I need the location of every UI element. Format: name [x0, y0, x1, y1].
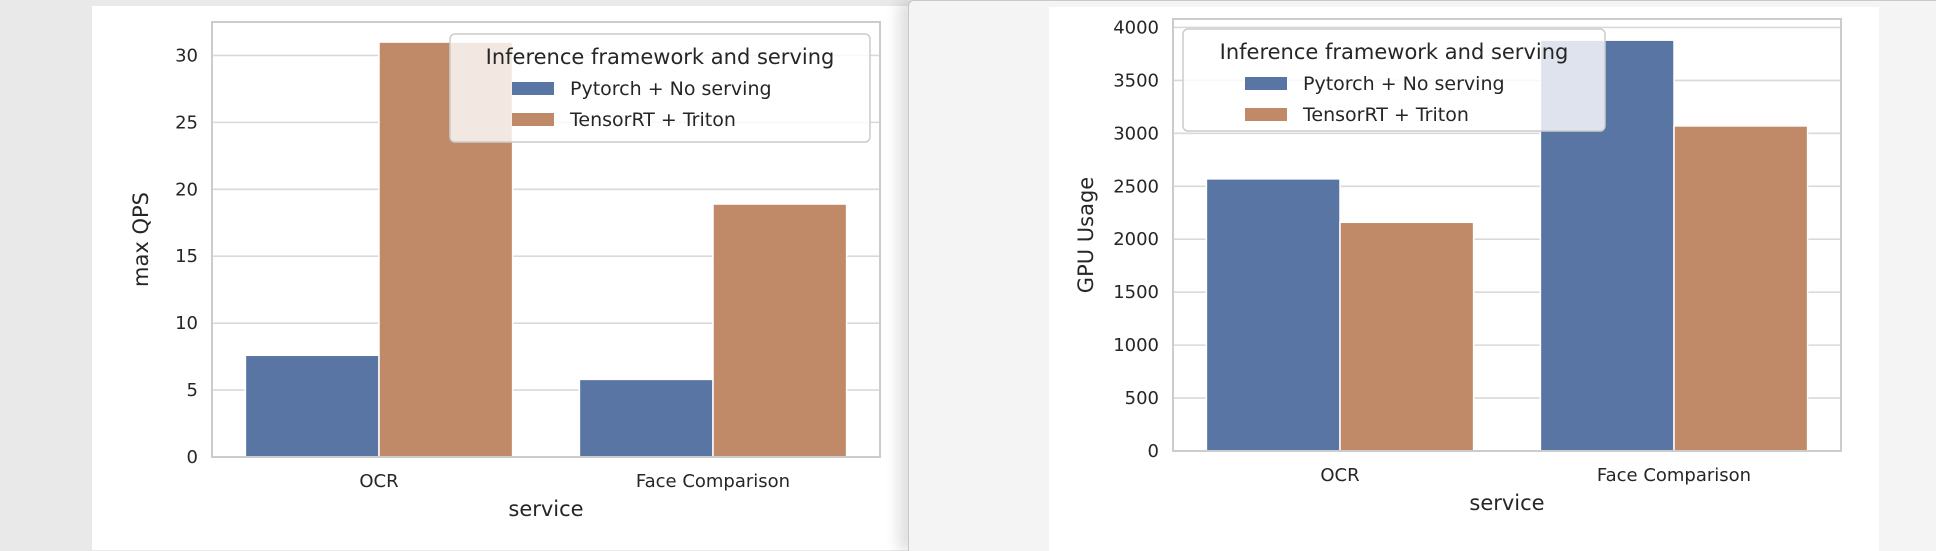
x-tick-label: OCR [1320, 465, 1359, 486]
legend-entry-label: TensorRT + Triton [569, 109, 736, 131]
y-tick-label: 20 [175, 179, 198, 200]
plot-frame [1172, 18, 1842, 452]
y-axis-label: max QPS [129, 192, 153, 287]
bar [244, 354, 380, 458]
y-tick-label: 1500 [1113, 282, 1159, 303]
legend-swatch [1245, 77, 1287, 90]
y-tick-label: 10 [175, 313, 198, 334]
legend-swatch [1245, 108, 1287, 121]
y-tick-label: 0 [187, 447, 198, 468]
legend-entry-label: Pytorch + No serving [570, 78, 772, 100]
bar [1673, 125, 1809, 452]
plot-frame [211, 21, 881, 458]
x-tick-label: Face Comparison [636, 471, 790, 492]
legend-title: Inference framework and serving [486, 45, 835, 69]
x-tick-label: Face Comparison [1597, 465, 1751, 486]
y-tick-label: 15 [175, 246, 198, 267]
y-tick-label: 2500 [1113, 176, 1159, 197]
y-tick-label: 500 [1125, 388, 1159, 409]
bar [578, 378, 714, 458]
legend-title: Inference framework and serving [1220, 40, 1569, 64]
legend-swatch [512, 113, 554, 126]
y-tick-label: 4000 [1113, 17, 1159, 38]
y-tick-label: 30 [175, 45, 198, 66]
legend-swatch [512, 82, 554, 95]
legend-box [1182, 28, 1606, 132]
legend-entry-label: TensorRT + Triton [1302, 104, 1469, 126]
legend-entry-label: Pytorch + No serving [1303, 73, 1505, 95]
x-axis-label: service [1469, 491, 1544, 515]
y-tick-label: 5 [187, 380, 198, 401]
x-tick-label: OCR [359, 471, 398, 492]
y-tick-label: 1000 [1113, 335, 1159, 356]
bar [1205, 178, 1341, 452]
bar [712, 203, 848, 458]
max-qps-chart: 0 5 10 15 20 25 30 OCR Face Comparison service max… [129, 21, 881, 521]
left-chart-panel: 0 5 10 15 20 25 30 OCR Face Comparison service max… [92, 6, 910, 550]
y-tick-label: 3500 [1113, 70, 1159, 91]
y-tick-label: 25 [175, 112, 198, 133]
x-axis-label: service [508, 497, 583, 521]
bar [1339, 221, 1475, 452]
right-window: 0 500 1000 1500 2000 2500 3000 3500 4000 OCR Face … [908, 0, 1936, 551]
legend-box [449, 33, 871, 143]
right-chart-panel: 0 500 1000 1500 2000 2500 3000 3500 4000 OCR Face … [1049, 7, 1879, 551]
y-tick-label: 0 [1148, 441, 1159, 462]
gpu-usage-chart: 0 500 1000 1500 2000 2500 3000 3500 4000 OCR Face … [1074, 17, 1842, 515]
y-tick-label: 3000 [1113, 123, 1159, 144]
y-axis-label: GPU Usage [1074, 177, 1098, 293]
y-tick-label: 2000 [1113, 229, 1159, 250]
